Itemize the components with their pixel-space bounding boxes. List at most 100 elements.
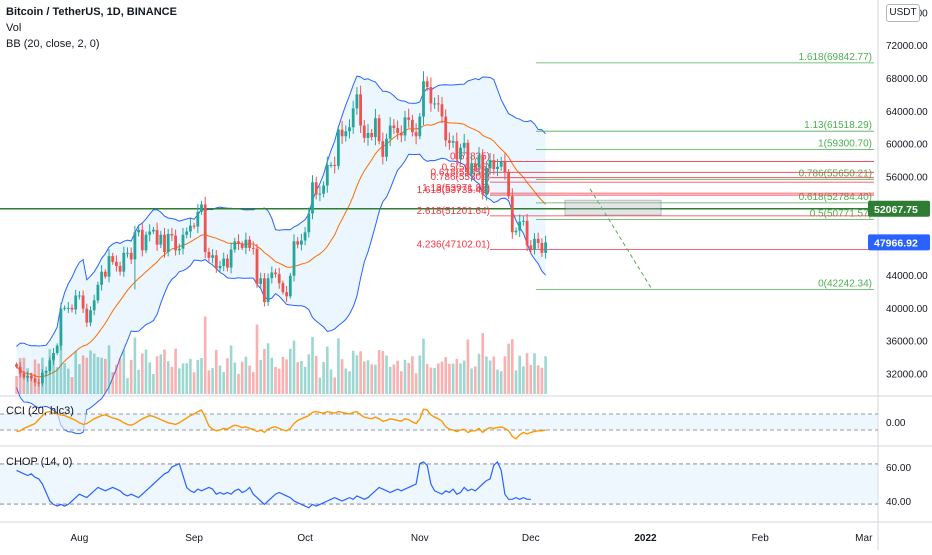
- volume-bar: [129, 359, 133, 394]
- volume-bar: [274, 366, 277, 394]
- candle-body: [525, 220, 529, 246]
- candle-body: [177, 248, 181, 251]
- symbol-title[interactable]: Bitcoin / TetherUS, 1D, BINANCE: [6, 6, 177, 18]
- volume-bar: [411, 356, 414, 394]
- volume-bar: [392, 364, 396, 394]
- volume-bar: [252, 372, 255, 394]
- volume-bar: [85, 357, 89, 394]
- volume-bar: [388, 366, 392, 394]
- fib-retracement-label: 0.5(56505): [442, 162, 490, 173]
- candle-body: [181, 234, 185, 249]
- volume-bar: [470, 368, 473, 394]
- volume-bar: [270, 357, 274, 394]
- candle-body: [329, 164, 333, 166]
- volume-legend[interactable]: Vol: [6, 22, 22, 34]
- volume-bar: [540, 367, 544, 394]
- volume-bar: [237, 373, 240, 394]
- volume-bar: [307, 354, 311, 394]
- fib-retracement-label: 1.13(53971.86): [422, 183, 490, 194]
- candle-body: [233, 241, 237, 250]
- y-tick-label: 68000.00: [886, 74, 928, 85]
- projection-line: [589, 188, 653, 290]
- bollinger-basis: [16, 121, 546, 378]
- candle-body: [277, 274, 281, 284]
- candle-body: [229, 249, 233, 268]
- candle-body: [218, 265, 222, 269]
- candle-body: [281, 283, 285, 293]
- x-tick-label: Mar: [855, 533, 873, 544]
- candle-body: [455, 141, 459, 160]
- candle-body: [348, 127, 351, 132]
- candle-body: [337, 129, 340, 166]
- fib-retracement-label: 0(57835): [450, 151, 490, 162]
- candle-body: [333, 164, 337, 166]
- candle-body: [192, 225, 196, 227]
- volume-bar: [403, 359, 407, 394]
- candle-body: [374, 118, 377, 138]
- volume-bar: [211, 368, 214, 394]
- y-tick-label: 32000.00: [886, 369, 928, 380]
- x-tick-label: Sep: [185, 533, 203, 544]
- volume-bar: [311, 336, 314, 394]
- candle-body: [300, 240, 303, 245]
- candle-body: [70, 307, 74, 310]
- cci-line: [16, 408, 546, 440]
- volume-bar: [333, 377, 336, 394]
- volume-bar: [178, 368, 181, 394]
- volume-bar: [303, 366, 307, 394]
- volume-bar: [381, 351, 385, 394]
- candle-body: [144, 234, 148, 251]
- volume-bar: [544, 356, 547, 394]
- candle-body: [307, 213, 311, 233]
- candle-body: [170, 233, 174, 236]
- candle-body: [499, 161, 503, 167]
- candle-body: [196, 211, 200, 227]
- candle-body: [137, 229, 140, 233]
- candle-body: [292, 241, 296, 276]
- chop-legend[interactable]: CHOP (14, 0): [6, 456, 73, 468]
- candle-body: [459, 147, 462, 160]
- volume-bar: [148, 362, 151, 394]
- volume-bar: [215, 349, 218, 394]
- candle-body: [41, 372, 44, 384]
- volume-bar: [207, 370, 211, 394]
- volume-bar: [100, 357, 103, 394]
- fib-extension-label: 0.786(55650.21): [799, 168, 872, 179]
- volume-bar: [418, 355, 422, 394]
- candle-body: [414, 132, 418, 137]
- candle-body: [351, 108, 355, 128]
- volume-bar: [385, 355, 388, 394]
- cci-legend[interactable]: CCI (20, hlc3): [6, 405, 74, 417]
- volume-bar: [422, 338, 425, 394]
- volume-bar: [222, 372, 225, 394]
- candle-body: [55, 345, 59, 353]
- volume-bar: [259, 360, 262, 394]
- volume-bar: [70, 377, 74, 394]
- x-tick-label: 2022: [634, 533, 657, 544]
- volume-bar: [507, 343, 510, 394]
- candle-body: [251, 247, 255, 249]
- candle-body: [359, 94, 362, 126]
- y-tick-label: 44000.00: [886, 271, 928, 282]
- candle-body: [403, 117, 407, 136]
- candle-body: [174, 235, 177, 251]
- volume-bar: [448, 363, 451, 394]
- volume-bar: [255, 324, 259, 394]
- candle-body: [81, 295, 85, 309]
- volume-bar: [355, 355, 359, 394]
- volume-bar: [92, 353, 96, 394]
- candle-body: [385, 138, 388, 157]
- candle-body: [140, 229, 144, 251]
- volume-bar: [348, 371, 351, 394]
- candle-body: [344, 131, 348, 137]
- candle-body: [122, 252, 126, 272]
- currency-badge[interactable]: USDT: [886, 4, 920, 22]
- bollinger-legend[interactable]: BB (20, close, 2, 0): [6, 38, 100, 50]
- candle-body: [322, 185, 325, 194]
- volume-bar: [244, 356, 248, 394]
- volume-bar: [166, 361, 170, 394]
- volume-bar: [433, 367, 436, 394]
- candle-body: [207, 251, 211, 258]
